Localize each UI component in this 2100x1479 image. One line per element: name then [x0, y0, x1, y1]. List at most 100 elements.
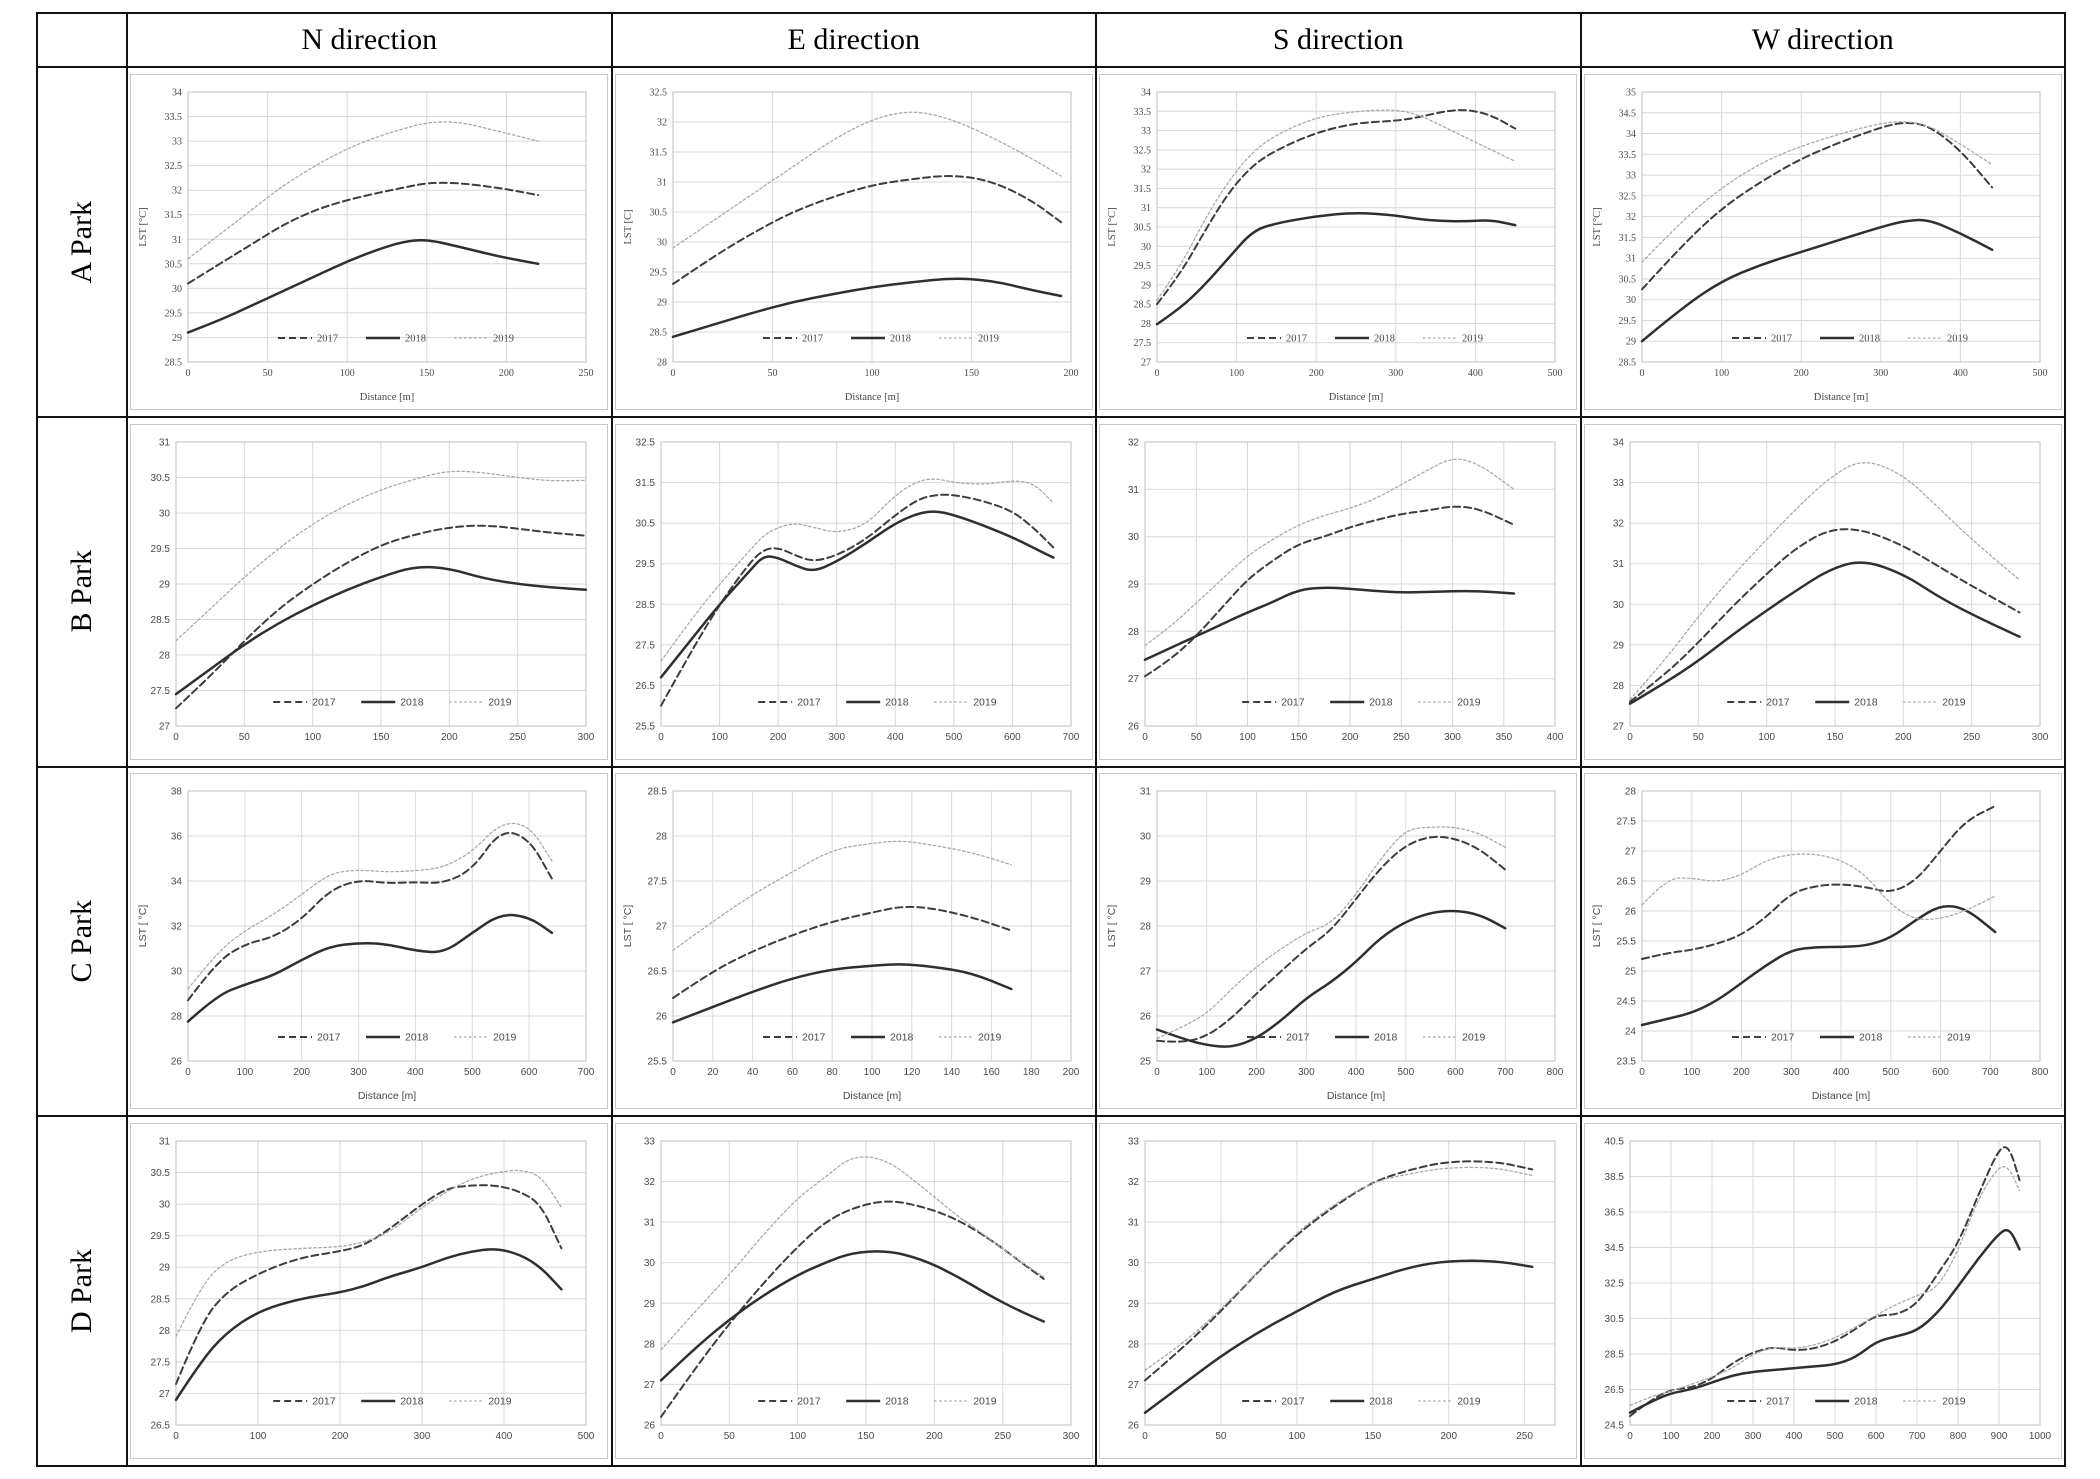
svg-text:0: 0	[1639, 368, 1644, 379]
svg-text:30: 30	[1140, 832, 1152, 843]
svg-text:100: 100	[863, 1067, 880, 1078]
svg-text:28: 28	[171, 1012, 183, 1023]
svg-text:300: 300	[1873, 368, 1888, 379]
svg-text:28.5: 28.5	[649, 327, 667, 338]
svg-text:100: 100	[305, 732, 322, 743]
svg-text:32.5: 32.5	[635, 437, 655, 448]
chart-cell-c-park-w: 23.5 24 24.5 25 25.5 26 26.5 27 27.5 28 0 100 200 300…	[1581, 767, 2064, 1116]
svg-text:31.5: 31.5	[165, 210, 183, 221]
svg-text:2019: 2019	[1462, 333, 1483, 344]
svg-text:2019: 2019	[1462, 1032, 1486, 1044]
svg-text:200: 200	[1441, 1431, 1458, 1442]
svg-text:2019: 2019	[488, 696, 512, 708]
svg-text:24.5: 24.5	[1604, 1421, 1624, 1432]
svg-text:400: 400	[887, 732, 904, 743]
svg-text:23.5: 23.5	[1616, 1057, 1636, 1068]
svg-text:500: 500	[2032, 368, 2047, 379]
svg-text:50: 50	[1216, 1431, 1228, 1442]
svg-text:100: 100	[789, 1431, 806, 1442]
svg-text:40.5: 40.5	[1604, 1137, 1624, 1148]
svg-text:32: 32	[1128, 437, 1140, 448]
svg-text:28: 28	[656, 832, 668, 843]
row-label-text: D Park	[65, 1249, 98, 1334]
svg-text:32.5: 32.5	[649, 87, 667, 98]
svg-text:2017: 2017	[1286, 333, 1307, 344]
svg-text:2018: 2018	[1374, 333, 1395, 344]
svg-text:32.5: 32.5	[1618, 191, 1636, 202]
svg-text:80: 80	[826, 1067, 838, 1078]
svg-text:30: 30	[159, 508, 171, 519]
svg-text:400: 400	[1348, 1067, 1365, 1078]
svg-text:27.5: 27.5	[635, 640, 655, 651]
svg-text:200: 200	[1342, 732, 1359, 743]
svg-text:400: 400	[1468, 368, 1483, 379]
svg-text:25: 25	[1625, 967, 1637, 978]
svg-text:0: 0	[1627, 732, 1633, 743]
svg-text:700: 700	[1062, 732, 1079, 743]
svg-text:36: 36	[171, 832, 183, 843]
svg-text:26.5: 26.5	[647, 967, 667, 978]
svg-text:50: 50	[1191, 732, 1203, 743]
svg-text:28: 28	[657, 357, 667, 368]
svg-text:28: 28	[644, 1340, 656, 1351]
svg-text:28: 28	[1140, 922, 1152, 933]
svg-text:800: 800	[1547, 1067, 1564, 1078]
svg-text:250: 250	[1963, 732, 1980, 743]
svg-text:600: 600	[1004, 732, 1021, 743]
row-label-text: A Park	[65, 200, 98, 284]
svg-text:0: 0	[185, 1067, 191, 1078]
chart-cell-d-park-s: 26 27 28 29 30 31 32 33 0 50 100 150 200 250 2017 2018 2…	[1097, 1117, 1580, 1465]
svg-text:250: 250	[1393, 732, 1410, 743]
svg-text:27: 27	[1141, 357, 1151, 368]
svg-text:100: 100	[1229, 368, 1244, 379]
svg-text:28.5: 28.5	[635, 599, 655, 610]
svg-text:2018: 2018	[890, 333, 911, 344]
svg-text:28.5: 28.5	[151, 1294, 171, 1305]
svg-text:2019: 2019	[1947, 1032, 1971, 1044]
svg-text:26: 26	[1128, 721, 1140, 732]
svg-text:2019: 2019	[488, 1396, 512, 1408]
svg-text:30: 30	[1128, 1258, 1140, 1269]
svg-text:50: 50	[1692, 732, 1704, 743]
svg-text:500: 500	[945, 732, 962, 743]
svg-text:2017: 2017	[1281, 1396, 1305, 1408]
svg-text:40: 40	[747, 1067, 759, 1078]
svg-text:LST [ °C]: LST [ °C]	[1591, 905, 1603, 948]
svg-text:2019: 2019	[978, 333, 999, 344]
svg-text:200: 200	[294, 1067, 311, 1078]
svg-text:LST [°C]: LST [°C]	[1592, 207, 1603, 246]
svg-text:2019: 2019	[973, 1396, 997, 1408]
svg-text:28: 28	[1128, 1340, 1140, 1351]
svg-text:100: 100	[1714, 368, 1729, 379]
svg-text:28.5: 28.5	[647, 787, 667, 798]
svg-text:LST [ °C]: LST [ °C]	[622, 905, 634, 948]
svg-text:500: 500	[464, 1067, 481, 1078]
svg-text:800: 800	[2031, 1067, 2048, 1078]
svg-text:32.5: 32.5	[1134, 145, 1152, 156]
svg-text:26: 26	[1140, 1012, 1152, 1023]
svg-text:28: 28	[159, 1326, 171, 1337]
svg-text:29: 29	[1626, 337, 1636, 348]
svg-text:28.5: 28.5	[1134, 299, 1152, 310]
svg-text:700: 700	[1982, 1067, 1999, 1078]
svg-text:2017: 2017	[802, 1032, 826, 1044]
svg-text:100: 100	[864, 368, 879, 379]
chart-b-park-s-direction: 26 27 28 29 30 31 32 0 50 100 150 200 250 300 350 400 20…	[1099, 423, 1578, 760]
svg-text:LST [C]: LST [C]	[623, 209, 634, 244]
svg-text:0: 0	[1627, 1431, 1633, 1442]
svg-text:300: 300	[1444, 732, 1461, 743]
svg-text:2017: 2017	[312, 696, 336, 708]
chart-cell-a-park-n: 28.5 29 29.5 30 30.5 31 31.5 32 32.5 33 33.5 34 0 50 1…	[128, 68, 611, 416]
svg-text:31: 31	[1128, 1218, 1140, 1229]
svg-text:30: 30	[644, 1258, 656, 1269]
chart-a-park-w-direction: 28.5 29 29.5 30 30.5 31 31.5 32 32.5 33 33.5 34 34.5…	[1583, 73, 2062, 410]
svg-text:30.5: 30.5	[1618, 274, 1636, 285]
svg-text:2019: 2019	[1942, 1396, 1966, 1408]
svg-text:150: 150	[420, 368, 435, 379]
chart-cell-b-park-n: 27 27.5 28 28.5 29 29.5 30 30.5 31 0 50 100 150 200 25…	[128, 417, 611, 766]
svg-text:29: 29	[1141, 280, 1151, 291]
svg-text:500: 500	[1882, 1067, 1899, 1078]
svg-text:200: 200	[1733, 1067, 1750, 1078]
svg-text:29: 29	[1140, 877, 1152, 888]
svg-text:2018: 2018	[1369, 696, 1393, 708]
